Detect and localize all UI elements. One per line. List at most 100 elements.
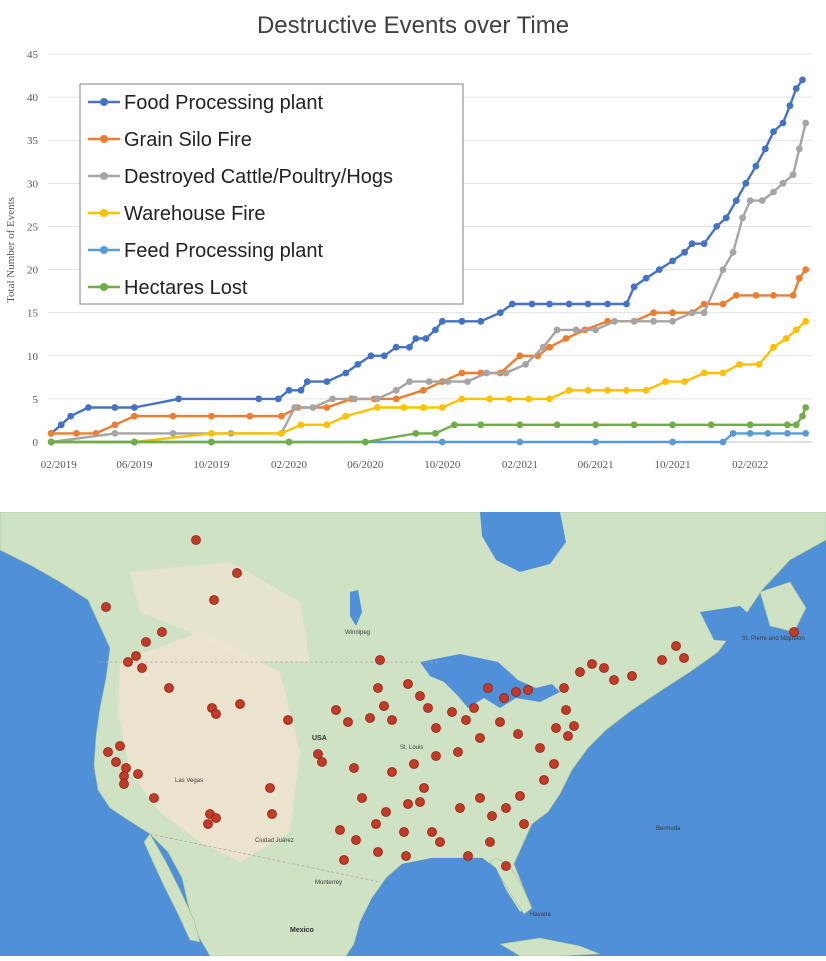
event-marker [339,855,349,865]
y-tick-label: 30 [27,178,39,190]
event-marker [357,793,367,803]
data-point [505,395,513,403]
map-label-mexico: Mexico [290,927,314,934]
event-marker [211,709,221,719]
event-marker [453,747,463,757]
data-point [464,378,471,385]
data-point [796,274,803,282]
legend-item: Hectares Lost [88,277,248,299]
data-point [669,317,676,325]
data-point [642,274,650,282]
data-point [425,378,433,385]
data-point [650,309,657,317]
legend-swatch-marker [100,135,108,143]
event-marker [575,667,585,677]
data-point [688,240,696,248]
event-marker [427,827,437,837]
data-point [630,317,638,325]
legend-label: Feed Processing plant [124,240,323,262]
map-panel: USA Mexico Winnipeg St. Louis Las Vegas … [0,511,826,957]
event-marker [267,809,277,819]
data-point [700,300,708,308]
x-tick-label: 02/2022 [732,459,768,471]
event-marker [551,723,561,733]
data-point [351,395,358,403]
gulf-of-saint-lawrence [700,606,760,642]
data-point [758,197,766,205]
map-label-bermuda: Bermuda [656,826,681,832]
map-label-st-pierre: St. Pierre and Miquelon [742,636,805,642]
data-point [323,378,331,385]
event-marker [381,807,391,817]
event-marker [523,685,533,695]
great-lakes [420,654,560,708]
data-point [392,395,400,403]
data-point [546,300,553,308]
event-marker [403,799,413,809]
map-label-monterrey: Monterrey [315,880,342,886]
data-point [432,326,439,334]
data-point [516,438,524,446]
data-point [169,412,177,420]
event-marker [419,783,429,793]
event-marker [483,683,493,693]
lake-winnipeg [350,590,362,626]
data-point [47,438,55,446]
data-point [477,421,485,429]
data-point [719,300,727,308]
event-marker [157,627,167,637]
series-food-processing-plant [47,76,806,437]
event-marker [679,653,689,663]
data-point [681,248,688,256]
data-point [604,300,611,308]
data-point [572,326,580,334]
newfoundland [759,581,807,633]
x-tick-label: 02/2021 [502,459,538,471]
y-tick-label: 0 [33,437,39,449]
event-marker [431,751,441,761]
event-marker [495,717,505,727]
data-point [412,335,420,342]
us-mexico-border [149,833,381,883]
data-point [752,162,760,170]
data-point [707,421,715,429]
event-marker [283,715,293,725]
data-point [719,369,727,377]
event-marker [657,655,667,665]
data-point [278,430,285,437]
event-marker [103,747,113,757]
event-marker [265,783,275,793]
event-marker [415,797,425,807]
data-point [438,404,446,411]
data-point [784,430,791,437]
data-point [746,421,754,429]
event-marker [115,741,125,751]
event-marker [671,641,681,651]
data-point [729,430,737,437]
event-marker [609,675,619,685]
y-tick-label: 20 [27,265,39,277]
event-marker [235,699,245,709]
data-point [713,223,721,230]
x-tick-label: 06/2019 [116,459,153,471]
legend-label: Hectares Lost [124,277,248,299]
map-label-havana: Havana [530,912,551,918]
event-marker [401,851,411,861]
map-label-winnipeg: Winnipeg [345,630,370,636]
legend-swatch-marker [100,172,108,180]
data-point [722,214,730,222]
legend-swatch-marker [100,246,108,254]
event-marker [373,683,383,693]
map-label-ciudad-juarez: Ciudad Juárez [255,838,294,844]
data-point [565,386,573,394]
data-point [508,300,516,308]
data-point [297,386,305,394]
data-point [784,421,791,429]
data-point [483,369,490,377]
data-point [584,386,592,394]
data-point [732,197,740,205]
event-marker [423,703,433,713]
data-point [342,369,350,377]
data-point [802,266,810,273]
data-point [719,438,727,446]
